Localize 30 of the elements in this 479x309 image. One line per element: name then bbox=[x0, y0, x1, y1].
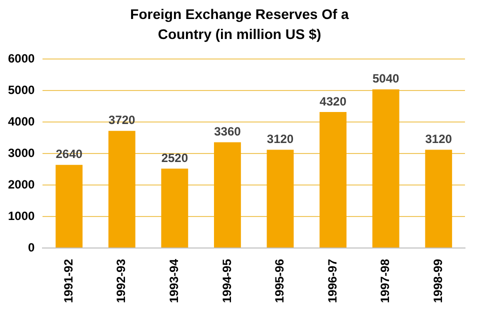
y-tick-label: 4000 bbox=[8, 114, 36, 128]
y-tick-label: 0 bbox=[28, 240, 36, 254]
bar bbox=[425, 150, 452, 248]
y-tick-label: 6000 bbox=[8, 52, 36, 66]
chart-title: Foreign Exchange Reserves Of a Country (in million US $) bbox=[130, 5, 350, 44]
x-tick-label: 1996-97 bbox=[325, 258, 340, 304]
y-tick-label: 2000 bbox=[8, 177, 36, 192]
x-tick-label: 1994-95 bbox=[220, 258, 234, 304]
bar bbox=[320, 112, 346, 248]
bar bbox=[214, 142, 241, 248]
x-tick-label: 1998-99 bbox=[430, 258, 445, 304]
x-tick-label: 1995-96 bbox=[272, 258, 287, 304]
bar bbox=[56, 164, 83, 248]
bar bbox=[266, 150, 294, 248]
data-label: 3120 bbox=[425, 132, 452, 146]
y-tick-label: 3000 bbox=[8, 146, 36, 160]
data-label: 2520 bbox=[161, 150, 188, 165]
data-label: 3120 bbox=[266, 132, 294, 146]
x-tick-label: 1997-98 bbox=[378, 258, 392, 304]
data-label: 3360 bbox=[214, 124, 242, 139]
x-tick-label: 1992-93 bbox=[114, 258, 128, 304]
x-tick-label: 1991-92 bbox=[61, 258, 76, 304]
bar bbox=[372, 89, 400, 248]
y-tick-label: 5000 bbox=[8, 82, 36, 97]
x-tick-label: 1993-94 bbox=[166, 258, 181, 304]
bar bbox=[161, 168, 188, 248]
y-tick-label: 1000 bbox=[8, 208, 36, 223]
bar bbox=[108, 130, 136, 248]
data-label: 5040 bbox=[372, 72, 400, 86]
data-label: 4320 bbox=[320, 94, 347, 108]
